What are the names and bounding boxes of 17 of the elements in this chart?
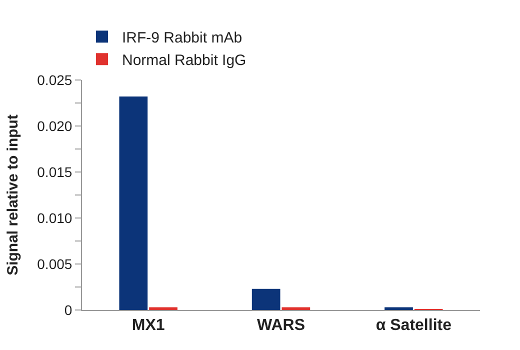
bar xyxy=(384,307,413,310)
y-tick-label: 0.015 xyxy=(37,164,72,180)
y-tick-label: 0.005 xyxy=(37,256,72,272)
bar xyxy=(149,307,178,310)
x-tick-label: α Satellite xyxy=(376,317,452,334)
y-axis-title: Signal relative to input xyxy=(4,114,22,276)
y-tick-label: 0.020 xyxy=(37,118,72,134)
x-tick-label: WARS xyxy=(257,317,306,334)
bar xyxy=(252,288,280,310)
bar xyxy=(119,96,148,310)
y-tick-label: 0 xyxy=(64,302,72,318)
bar xyxy=(282,307,310,310)
legend-label: Normal Rabbit IgG xyxy=(122,52,246,69)
x-tick-label: MX1 xyxy=(132,317,165,334)
legend-label: IRF-9 Rabbit mAb xyxy=(122,30,242,46)
y-tick-label: 0.010 xyxy=(37,210,72,226)
y-tick-label: 0.025 xyxy=(37,72,72,88)
